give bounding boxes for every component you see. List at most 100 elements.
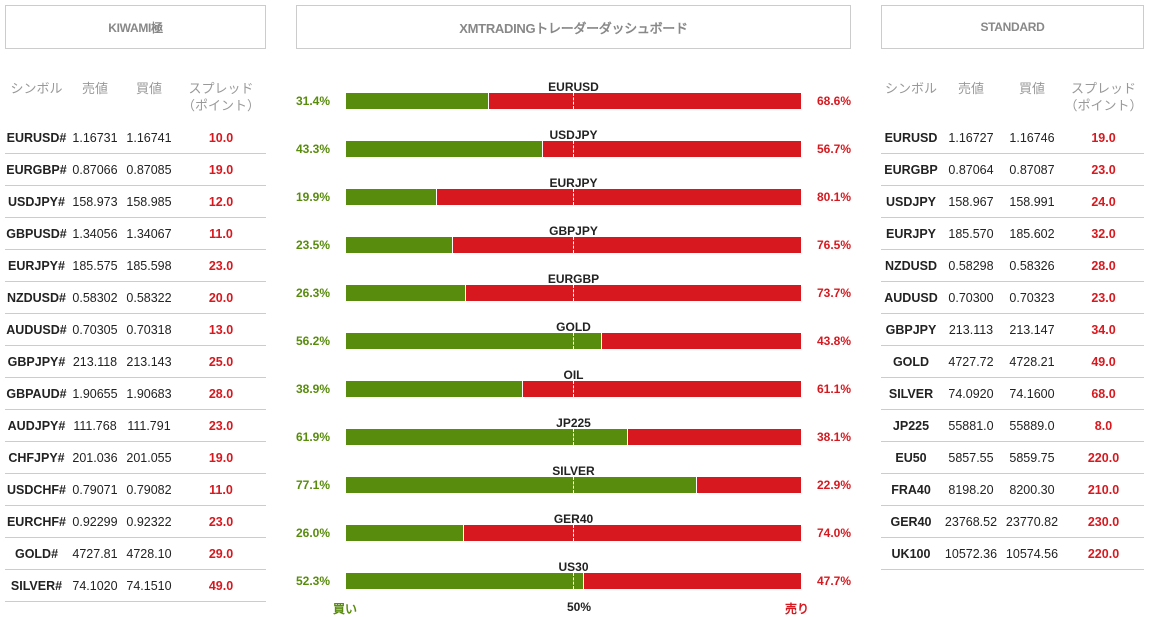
sell-percent: 74.0% [816, 526, 851, 540]
midline [573, 237, 574, 253]
table-row: EURGBP 0.87064 0.87087 23.0 [881, 154, 1144, 186]
table-row: EURJPY 185.570 185.602 32.0 [881, 218, 1144, 250]
table-row: USDJPY# 158.973 158.985 12.0 [5, 186, 266, 218]
table-row: GBPAUD# 1.90655 1.90683 28.0 [5, 378, 266, 410]
table-row: FRA40 8198.20 8200.30 210.0 [881, 474, 1144, 506]
midline [573, 525, 574, 541]
pair-name: JP225 [556, 416, 591, 430]
sentiment-bar [346, 93, 801, 109]
sell-percent: 80.1% [816, 190, 851, 204]
ask-cell: 0.92322 [126, 514, 172, 529]
sentiment-bar [346, 141, 801, 157]
pair-sentiment: GER40 26.0% 74.0% [296, 512, 856, 560]
buy-percent: 19.9% [296, 190, 331, 204]
symbol-cell: EURJPY [885, 226, 937, 241]
sell-percent: 76.5% [816, 238, 851, 252]
ask-cell: 23770.82 [1005, 514, 1059, 529]
ask-cell: 74.1510 [126, 578, 172, 593]
column-header: シンボル [10, 81, 63, 96]
sentiment-bar [346, 477, 801, 493]
spread-cell: 13.0 [208, 322, 234, 337]
midline [573, 333, 574, 349]
sell-percent: 73.7% [816, 286, 851, 300]
spread-cell: 8.0 [1094, 418, 1113, 433]
bid-cell: 4727.81 [72, 546, 118, 561]
column-header: 買値 [1018, 81, 1045, 96]
buy-fill [346, 285, 466, 301]
midline [573, 429, 574, 445]
spread-cell: 23.0 [1091, 290, 1116, 305]
table-row: EURUSD 1.16727 1.16746 19.0 [881, 122, 1144, 154]
sell-percent: 68.6% [816, 94, 851, 108]
symbol-cell: AUDUSD [884, 290, 938, 305]
bid-cell: 10572.36 [944, 546, 998, 561]
bid-cell: 55881.0 [948, 418, 994, 433]
standard-table: シンボル 売値 買値 スプレッド（ポイント） EURUSD 1.16727 1.16746 1… [881, 74, 1144, 570]
sell-percent: 56.7% [816, 142, 851, 156]
table-row: AUDUSD 0.70300 0.70323 23.0 [881, 282, 1144, 314]
midline [573, 189, 574, 205]
bid-cell: 1.16731 [72, 130, 118, 145]
ask-cell: 55889.0 [1009, 418, 1055, 433]
symbol-cell: EURCHF# [6, 514, 67, 529]
sentiment-bar [346, 381, 801, 397]
bid-cell: 0.87066 [72, 162, 118, 177]
symbol-cell: EURJPY# [8, 258, 65, 273]
ask-cell: 0.70323 [1009, 290, 1055, 305]
pair-name: US30 [558, 560, 589, 574]
pair-sentiment: EURUSD 31.4% 68.6% [296, 80, 856, 128]
symbol-cell: GOLD# [14, 546, 59, 561]
buy-percent: 26.0% [296, 526, 331, 540]
bid-cell: 0.87064 [948, 162, 994, 177]
bid-cell: 23768.52 [944, 514, 998, 529]
buy-percent: 26.3% [296, 286, 331, 300]
buy-percent: 31.4% [296, 94, 331, 108]
mid-label: 50% [567, 600, 592, 614]
kiwami-header: KIWAMI極 [5, 5, 266, 49]
bid-cell: 8198.20 [948, 482, 994, 497]
ask-cell: 0.58322 [126, 290, 172, 305]
pair-sentiment: OIL 38.9% 61.1% [296, 368, 856, 416]
pair-sentiment: US30 52.3% 47.7% [296, 560, 856, 608]
bid-cell: 1.34056 [72, 226, 118, 241]
bid-cell: 213.113 [948, 322, 994, 337]
table-row: UK100 10572.36 10574.56 220.0 [881, 538, 1144, 570]
symbol-cell: CHFJPY# [8, 450, 65, 465]
buy-label: 買い [333, 602, 358, 616]
table-row: GBPJPY 213.113 213.147 34.0 [881, 314, 1144, 346]
table-row: JP225 55881.0 55889.0 8.0 [881, 410, 1144, 442]
column-header: 売値 [957, 81, 984, 96]
buy-percent: 23.5% [296, 238, 331, 252]
buy-fill [346, 429, 628, 445]
buy-percent: 77.1% [296, 478, 331, 492]
symbol-cell: AUDUSD# [6, 322, 67, 337]
ask-cell: 0.70318 [126, 322, 172, 337]
table-row: NZDUSD 0.58298 0.58326 28.0 [881, 250, 1144, 282]
symbol-cell: GER40 [890, 514, 932, 529]
bid-cell: 0.58298 [948, 258, 994, 273]
pair-name: GBPJPY [549, 224, 598, 238]
sell-percent: 47.7% [816, 574, 851, 588]
pair-name: EURGBP [547, 272, 600, 286]
spread-cell: 10.0 [208, 130, 234, 145]
column-header: 買値 [135, 81, 162, 96]
standard-header: STANDARD [881, 5, 1144, 49]
table-row: EU50 5857.55 5859.75 220.0 [881, 442, 1144, 474]
spread-cell: 11.0 [209, 226, 233, 241]
table-row: EURJPY# 185.575 185.598 23.0 [5, 250, 266, 282]
bid-cell: 0.92299 [72, 514, 118, 529]
ask-cell: 185.602 [1009, 226, 1055, 241]
spread-cell: 11.0 [209, 482, 233, 497]
ask-cell: 74.1600 [1009, 386, 1055, 401]
midline [573, 285, 574, 301]
ask-cell: 4728.10 [126, 546, 172, 561]
column-header: スプレッド（ポイント） [1064, 81, 1143, 113]
buy-fill [346, 93, 489, 109]
symbol-cell: NZDUSD [884, 258, 938, 273]
spread-cell: 25.0 [208, 354, 234, 369]
dashboard-title: XMTRADINGトレーダーダッシュボード [296, 5, 851, 49]
bid-cell: 185.570 [948, 226, 994, 241]
midline [573, 93, 574, 109]
bid-cell: 74.0920 [948, 386, 994, 401]
ask-cell: 4728.21 [1009, 354, 1055, 369]
